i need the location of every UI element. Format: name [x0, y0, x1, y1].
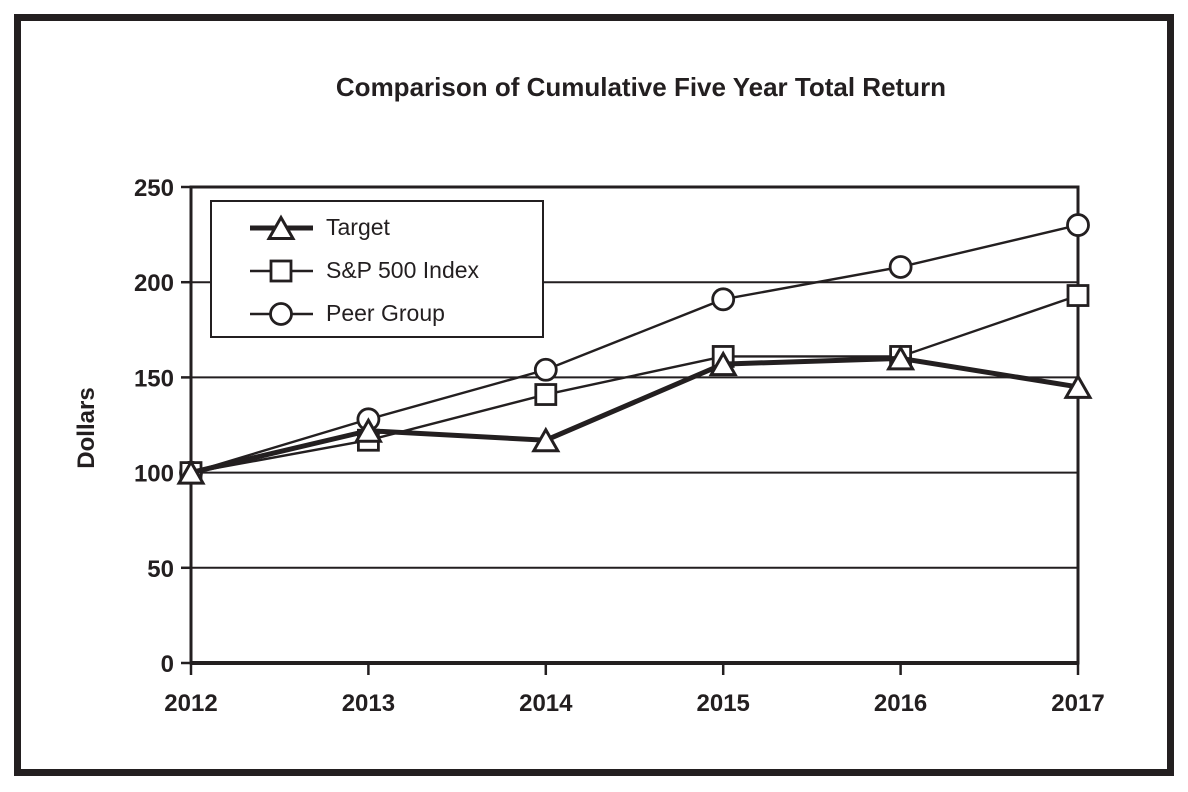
- x-tick-label-2016: 2016: [874, 690, 927, 717]
- legend-label-s-p-500-index: S&P 500 Index: [326, 257, 480, 283]
- triangle-marker: [266, 213, 296, 240]
- triangle-marker: [531, 426, 561, 453]
- legend-label-target: Target: [326, 214, 390, 240]
- series-line-s-p-500-index: [190, 294, 1079, 474]
- circle-marker: [1066, 213, 1090, 237]
- legend-item-peer-group: Peer Group: [212, 292, 542, 335]
- series-target: [176, 344, 1093, 485]
- square-marker: [534, 383, 558, 406]
- series-line-peer-group: [190, 223, 1079, 474]
- x-tick-label-2012: 2012: [164, 690, 217, 717]
- y-tick-label-200: 200: [134, 270, 174, 297]
- series-line-target: [190, 355, 1079, 476]
- legend-square-sample: [250, 259, 313, 282]
- circle-marker: [269, 301, 293, 326]
- triangle-marker: [886, 344, 916, 371]
- legend-item-target: Target: [212, 206, 542, 249]
- x-tick-label-2015: 2015: [697, 690, 750, 717]
- x-tick-label-2013: 2013: [342, 690, 395, 717]
- triangle-marker: [708, 350, 738, 377]
- y-tick-label-50: 50: [147, 556, 174, 583]
- legend-label-peer-group: Peer Group: [326, 300, 445, 326]
- plot-frame: [189, 185, 1080, 665]
- circle-marker: [533, 357, 558, 382]
- x-axis-tick-labels: 2012 2013 2014 2015 2016 2017: [164, 690, 1104, 717]
- x-tick-label-2017: 2017: [1051, 690, 1104, 717]
- chart-title: Comparison of Cumulative Five Year Total…: [335, 72, 947, 102]
- y-tick-label-100: 100: [134, 461, 174, 488]
- square-marker: [269, 259, 293, 282]
- x-tick-label-2014: 2014: [519, 690, 573, 717]
- y-tick-label-250: 250: [134, 175, 174, 202]
- triangle-marker: [353, 417, 383, 443]
- triangle-marker: [1063, 373, 1093, 399]
- circle-marker: [711, 287, 736, 312]
- y-tick-label-0: 0: [161, 651, 174, 678]
- legend-triangle-sample: [250, 213, 313, 240]
- chart-legend: Target S&P 500 Index Peer Group: [210, 200, 544, 338]
- legend-item-s-p-500-index: S&P 500 Index: [212, 249, 542, 292]
- legend-circle-sample: [250, 301, 313, 326]
- y-tick-label-150: 150: [134, 365, 174, 392]
- square-marker: [1066, 284, 1090, 307]
- y-axis-tick-labels: 0 50 100 150 200 250: [134, 175, 174, 678]
- triangle-marker: [176, 459, 206, 485]
- circle-marker: [888, 255, 913, 279]
- y-axis-title: Dollars: [73, 387, 100, 469]
